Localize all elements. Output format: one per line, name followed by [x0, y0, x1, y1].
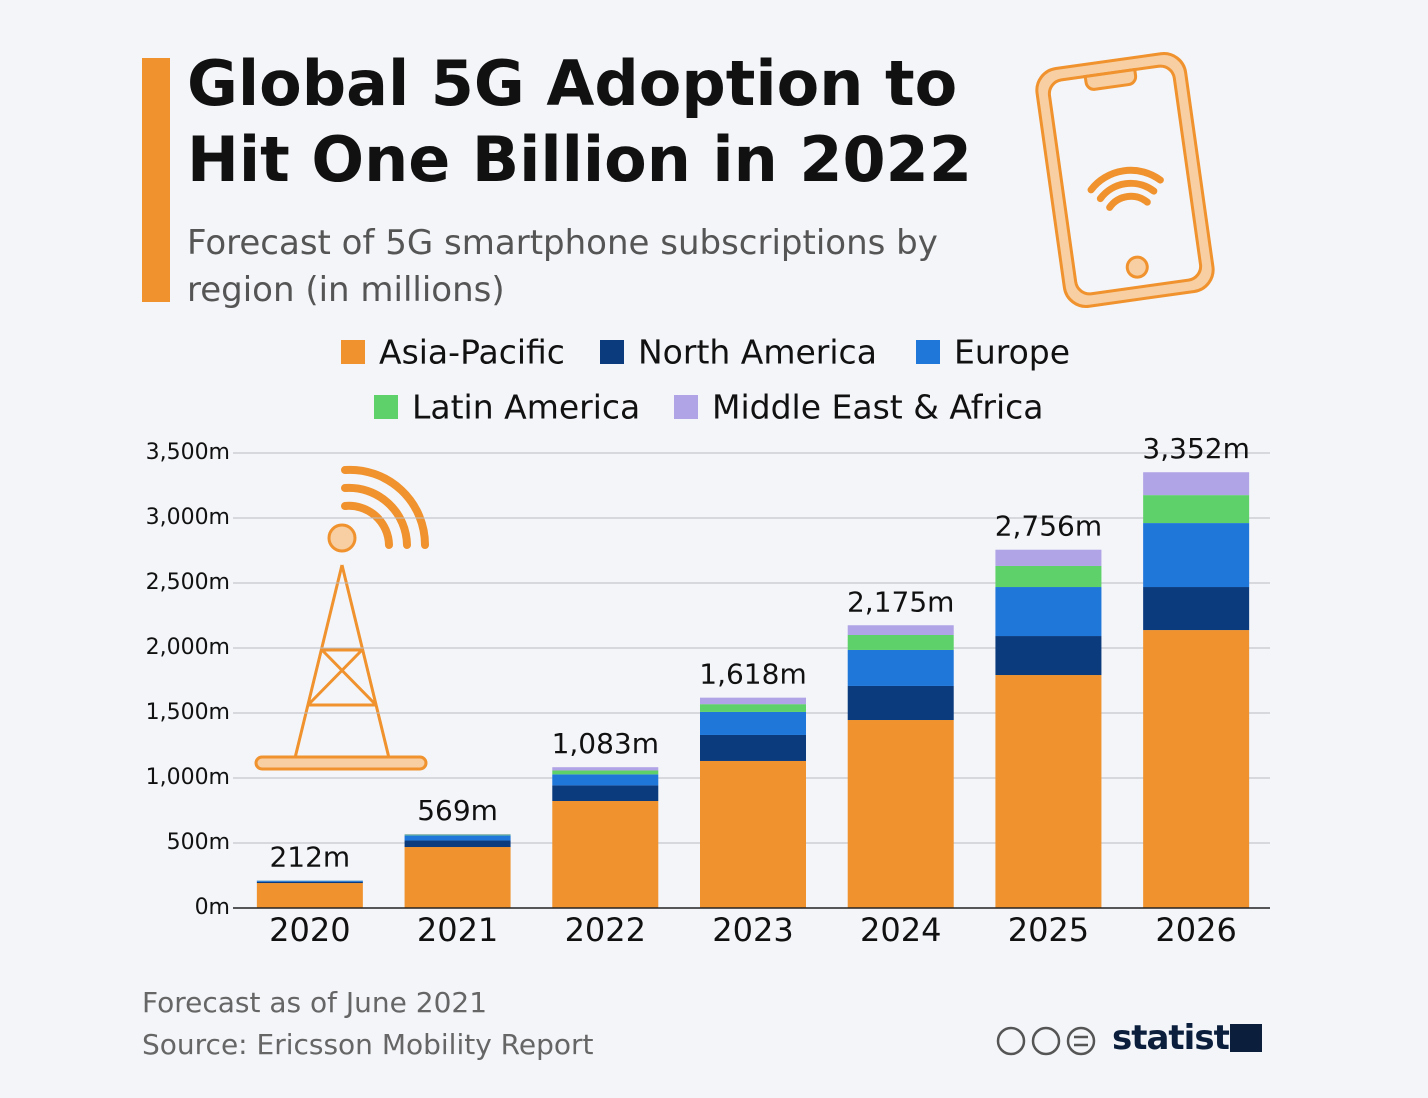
legend-swatch [341, 340, 365, 364]
chart-subtitle: Forecast of 5G smartphone subscriptions … [187, 223, 938, 310]
total-label: 1,083m [552, 727, 659, 760]
y-tick-label: 0m [195, 895, 230, 920]
legend-swatch [374, 395, 398, 419]
total-label: 2,756m [995, 510, 1102, 543]
x-tick-label: 2020 [269, 911, 350, 949]
bar-segment [256, 881, 363, 884]
bar-segment [995, 549, 1102, 566]
legend-swatch [674, 395, 698, 419]
bar-segment [552, 774, 659, 786]
bar-segment [1143, 495, 1250, 524]
bar-segment [700, 697, 806, 705]
y-tick-label: 3,500m [146, 440, 230, 465]
bar-segment [552, 801, 659, 908]
legend-label: Europe [954, 333, 1070, 372]
total-label: 3,352m [1142, 432, 1249, 465]
accent-bar [142, 58, 170, 302]
bar-segment [847, 685, 954, 721]
y-tick-label: 2,000m [146, 635, 230, 660]
bar-segment [847, 635, 954, 650]
legend-label: Middle East & Africa [712, 388, 1044, 427]
legend-label: Asia-Pacific [379, 333, 565, 372]
bar-segment [995, 565, 1102, 588]
y-tick-label: 2,500m [146, 570, 230, 595]
bar-segment [552, 770, 659, 775]
source-note: Source: Ericsson Mobility Report [142, 1028, 594, 1061]
y-tick-label: 1,500m [146, 700, 230, 725]
bar-segment [1143, 472, 1250, 496]
bar-segment [404, 847, 511, 908]
bar-segment [995, 636, 1102, 676]
total-label: 212m [269, 840, 350, 873]
x-tick-label: 2023 [712, 911, 793, 949]
bar-segment [256, 880, 363, 882]
bar-segment [700, 704, 806, 712]
bar-segment [404, 834, 511, 836]
legend-label: North America [638, 333, 877, 372]
phone-icon [1035, 52, 1215, 308]
y-tick-label: 1,000m [146, 765, 230, 790]
tower-icon [254, 465, 430, 771]
bar-segment [995, 587, 1102, 637]
x-tick-label: 2021 [417, 911, 498, 949]
bar-segment [847, 720, 954, 908]
legend-label: Latin America [412, 388, 640, 427]
brand-logo: statista [1112, 1018, 1252, 1058]
total-label: 2,175m [847, 585, 954, 618]
bar-segment [847, 625, 954, 635]
bar-segment [404, 834, 511, 835]
bar-segment [700, 760, 806, 908]
x-tick-label: 2022 [565, 911, 646, 949]
y-tick-label: 3,000m [146, 505, 230, 530]
bar-segment [847, 649, 954, 686]
legend-swatch [600, 340, 624, 364]
total-label: 569m [417, 794, 498, 827]
bar-segment [700, 711, 806, 735]
x-tick-label: 2025 [1008, 911, 1089, 949]
bar-segment [552, 767, 659, 771]
bar-segment [1143, 630, 1250, 908]
bar-segment [700, 734, 806, 761]
x-tick-label: 2026 [1155, 911, 1236, 949]
y-tick-label: 500m [167, 830, 230, 855]
total-label: 1,618m [699, 658, 806, 691]
bar-segment [404, 840, 511, 848]
bar-segment [995, 675, 1102, 908]
x-tick-label: 2024 [860, 911, 941, 949]
bar-segment [404, 835, 511, 841]
bar-segment [256, 883, 363, 908]
bar-segment [552, 785, 659, 802]
bar-segment [1143, 587, 1250, 631]
bar-segment [1143, 523, 1250, 588]
chart-title: Global 5G Adoption to Hit One Billion in… [187, 47, 972, 196]
footnote: Forecast as of June 2021 [142, 986, 488, 1019]
legend-swatch [916, 340, 940, 364]
